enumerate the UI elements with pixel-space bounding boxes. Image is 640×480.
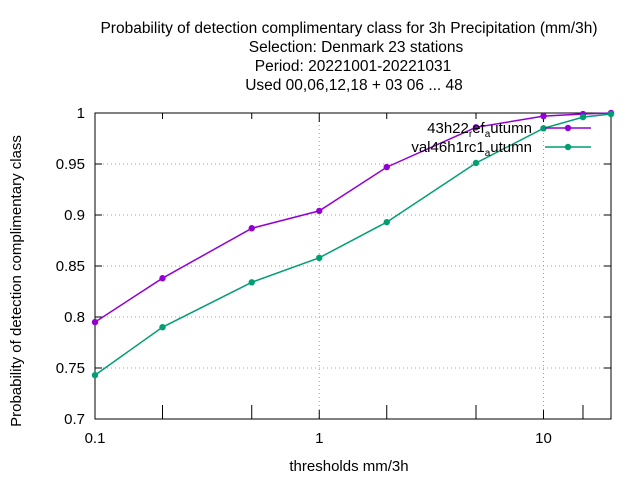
series-1-point [472, 124, 480, 131]
series-1-point [91, 318, 99, 326]
series-2-point [579, 113, 587, 121]
y-tick-label: 0.9 [64, 207, 85, 224]
y-tick-label: 0.7 [64, 411, 85, 428]
x-axis-label: thresholds mm/3h [289, 458, 408, 475]
series-line-1 [94, 112, 612, 323]
x-tick-label: 0.1 [85, 430, 106, 447]
series-1-point [316, 207, 323, 215]
title-line-2: Selection: Denmark 23 stations [249, 39, 464, 56]
series-2-point [316, 254, 323, 262]
legend-label-series-1: 43h22refautumn [427, 120, 532, 140]
legend-label-series-2: val46h1rc1autumn [411, 139, 532, 159]
series-1-point [159, 275, 166, 282]
axis-ticks [94, 112, 612, 420]
series-1-point [383, 163, 390, 171]
x-tick-label: 10 [535, 430, 552, 447]
series-2-point [472, 159, 480, 167]
plot-frame [94, 112, 612, 420]
series-2-point [383, 218, 390, 226]
series-1-point [540, 112, 547, 120]
y-axis-label: Probability of detection complimentary c… [8, 135, 25, 427]
title-line-1: Probability of detection complimentary c… [100, 20, 597, 37]
legend-marker-series-1 [564, 124, 572, 132]
grid [95, 113, 611, 419]
series-2-point [248, 279, 255, 286]
series-2-point [91, 371, 99, 379]
chart-title: Probability of detection complimentary c… [100, 20, 597, 94]
series-2-point [159, 324, 166, 331]
title-line-4: Used 00,06,12,18 + 03 06 ... 48 [245, 77, 463, 94]
axis-tick-labels: 0.7 0.75 0.8 0.85 0.9 0.95 1 0.1 1 10 [56, 105, 552, 447]
y-tick-label: 1 [77, 105, 85, 122]
legend: 43h22refautumn val46h1rc1autumn [411, 120, 591, 159]
series-line-2 [94, 113, 612, 376]
title-line-3: Period: 20221001-20221031 [255, 58, 452, 75]
legend-marker-series-2 [564, 143, 572, 151]
y-tick-label: 0.75 [56, 360, 85, 377]
series-1-point [248, 225, 255, 232]
y-tick-label: 0.95 [56, 156, 85, 173]
series-2-point [540, 125, 547, 132]
y-tick-label: 0.8 [64, 309, 85, 326]
y-tick-label: 0.85 [56, 258, 85, 275]
series-2-point [607, 110, 615, 118]
series-layer [91, 109, 615, 379]
x-tick-label: 1 [315, 430, 323, 447]
